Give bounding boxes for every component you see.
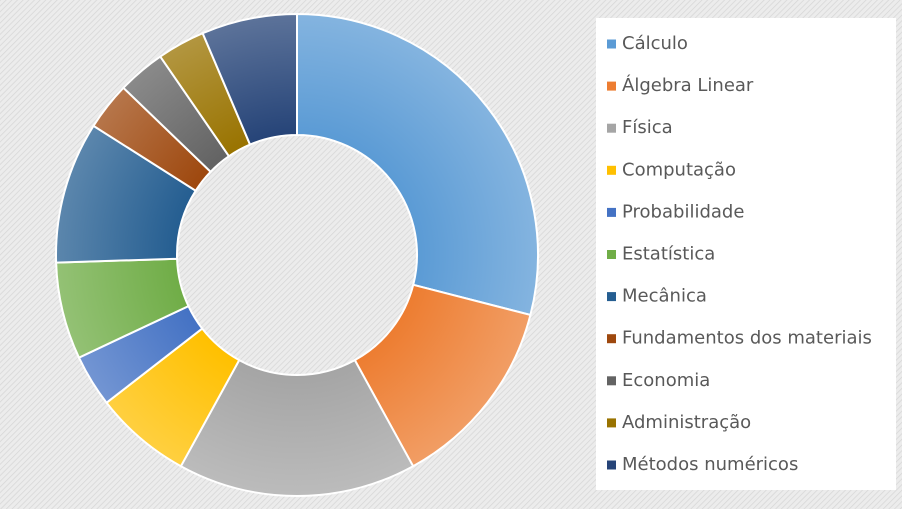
legend-label: Administração <box>622 412 751 433</box>
legend-label: Física <box>622 117 673 138</box>
legend-swatch <box>607 376 616 386</box>
legend-swatch <box>607 81 616 91</box>
legend-swatch <box>607 123 616 133</box>
legend-label: Estatística <box>622 244 715 265</box>
legend-swatch <box>607 334 616 344</box>
legend-swatch <box>607 250 616 259</box>
legend-label: Métodos numéricos <box>622 454 798 475</box>
legend-swatch <box>607 39 616 49</box>
legend-label: Economia <box>622 370 710 391</box>
legend-label: Álgebra Linear <box>622 74 754 96</box>
legend-label: Probabilidade <box>622 201 744 222</box>
legend-label: Computação <box>622 159 736 180</box>
legend-label: Fundamentos dos materiais <box>622 328 872 349</box>
legend-label: Mecânica <box>622 286 707 307</box>
legend <box>596 18 896 490</box>
legend-label: Cálculo <box>622 33 688 54</box>
legend-swatch <box>607 207 616 217</box>
legend-swatch <box>607 460 616 470</box>
legend-swatch <box>607 292 616 302</box>
legend-swatch <box>607 418 616 428</box>
legend-swatch <box>607 165 616 175</box>
